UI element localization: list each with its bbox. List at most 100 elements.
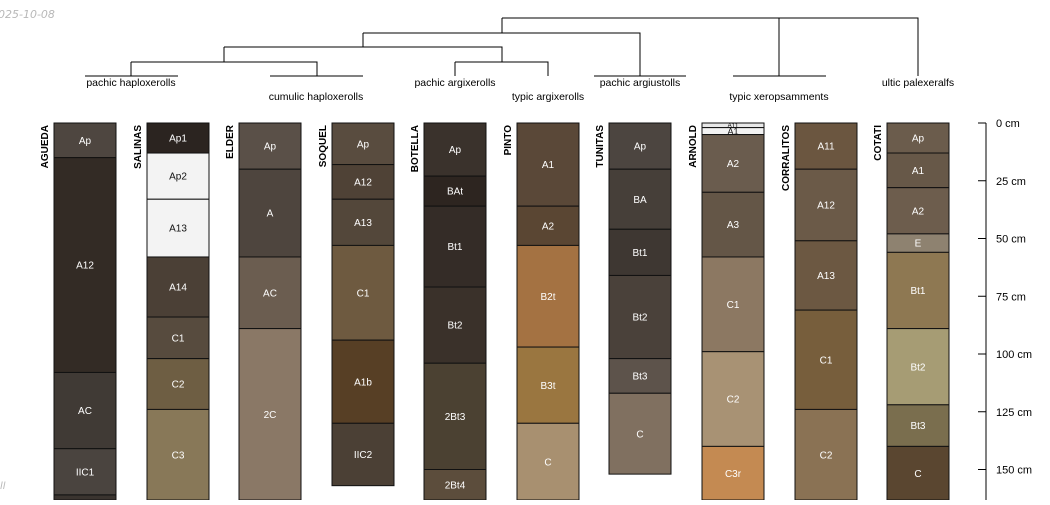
horizon-label: A1	[727, 126, 738, 136]
horizon-bat	[423, 175, 487, 207]
horizon-c	[886, 445, 950, 501]
soil-profile-corralitos: CORRALITOS A11 A12 A13 C1 C2	[781, 122, 858, 501]
soil-profile-cotati: COTATI Ap A1 A2 E Bt1 Bt2 Bt3 C	[873, 122, 950, 501]
horizon-label: A13	[817, 271, 835, 282]
horizon-a13	[331, 198, 395, 246]
horizon-ap2	[146, 152, 210, 200]
horizon-label: C2	[727, 395, 740, 406]
horizon-label: A	[267, 209, 274, 220]
horizon-label: Ap	[634, 142, 647, 153]
taxonomic-labels: pachic haploxerolls cumulic haploxerolls p…	[86, 77, 954, 103]
profile-name: COTATI	[873, 125, 884, 161]
depth-tick-label: 150 cm	[996, 465, 1032, 477]
horizon-b2t	[516, 244, 580, 348]
soil-profile-pinto: PINTO A1 A2 B2t B3t C	[503, 122, 580, 501]
horizon-label: A13	[354, 218, 372, 229]
horizon-label: 2C	[264, 410, 277, 421]
horizon-label: Ap	[449, 145, 462, 156]
horizon-label: C	[914, 469, 921, 480]
horizon-bt1	[886, 251, 950, 330]
horizon-a1	[516, 122, 580, 207]
taxon-label-pachic-argiustolls: pachic argiustolls	[600, 77, 681, 89]
profile-name: TUNITAS	[595, 125, 606, 168]
taxon-label-typic-xeropsamments: typic xeropsamments	[729, 91, 828, 103]
horizon-ap1	[146, 122, 210, 154]
horizon-label: A12	[76, 261, 94, 272]
soil-profile-soquel: SOQUEL Ap A12 A13 C1 A1b IIC2	[318, 122, 395, 487]
horizon-label: BAt	[447, 187, 463, 198]
horizon-iic2	[331, 422, 395, 487]
horizon-c	[516, 422, 580, 501]
horizon-c1	[701, 256, 765, 353]
horizon-a	[238, 168, 302, 258]
horizon-b3t	[516, 346, 580, 424]
horizon-ap	[331, 122, 395, 166]
dendrogram-branch	[502, 17, 919, 76]
horizon-label: A2	[727, 159, 740, 170]
profile-name: PINTO	[503, 125, 514, 156]
taxon-label-typic-argixerolls: typic argixerolls	[512, 91, 584, 103]
horizon-unlabeled	[53, 494, 117, 501]
horizon-c1	[794, 309, 858, 410]
dendrogram-branch	[223, 46, 503, 62]
horizon-c2	[146, 358, 210, 410]
horizon-label: C1	[727, 300, 740, 311]
horizon-ac	[53, 371, 117, 450]
horizon-ba	[608, 168, 672, 230]
profile-name: SOQUEL	[318, 125, 329, 167]
horizon-ac	[238, 256, 302, 330]
horizon-label: Bt2	[910, 362, 925, 373]
soil-profile-tunitas: TUNITAS Ap BA Bt1 Bt2 Bt3 C	[595, 122, 672, 475]
horizon-a1	[886, 152, 950, 189]
depth-tick-label: 25 cm	[996, 176, 1026, 188]
horizon-a12	[794, 168, 858, 242]
soil-profile-elder: ELDER Ap A AC 2C	[225, 122, 302, 501]
profile-name: CORRALITOS	[781, 125, 792, 191]
profile-name: ELDER	[225, 124, 236, 159]
horizon-label: Ap	[912, 134, 925, 145]
horizon-label: A2	[912, 206, 925, 217]
horizon-label: 2Bt4	[445, 480, 466, 491]
horizon-label: E	[915, 239, 922, 250]
horizon-label: A11	[727, 123, 738, 130]
horizon-c2	[794, 408, 858, 501]
dendrogram	[85, 17, 919, 77]
horizon-label: B2t	[540, 292, 555, 303]
horizon-a2	[886, 187, 950, 235]
dendrogram-branch	[130, 61, 318, 76]
horizon-label: Ap1	[169, 134, 187, 145]
taxon-label-pachic-haploxerolls: pachic haploxerolls	[86, 77, 175, 89]
depth-axis: 0 cm 25 cm 50 cm 75 cm 100 cm 125 cm 150 cm	[978, 118, 1032, 500]
horizon-a11	[794, 122, 858, 170]
horizon-label: A11	[817, 142, 834, 153]
horizon-a12	[53, 157, 117, 373]
horizon-label: A1	[912, 166, 925, 177]
soil-profile-salinas: SALINAS Ap1 Ap2 A13 A14 C1 C2 C3	[133, 122, 210, 501]
horizon-a13	[146, 198, 210, 258]
horizon-label: A2	[542, 221, 555, 232]
horizon-label: C2	[820, 450, 833, 461]
horizon-label: Bt1	[447, 242, 462, 253]
horizon-label: 2Bt3	[445, 412, 466, 423]
horizon-iic1	[53, 448, 117, 496]
dendrogram-branch	[454, 61, 549, 76]
horizon-2c	[238, 328, 302, 501]
horizon-label: A14	[169, 283, 187, 294]
horizon-label: B3t	[540, 381, 555, 392]
horizon-a14	[146, 256, 210, 318]
horizon-label: Bt3	[910, 421, 925, 432]
depth-tick-label: 125 cm	[996, 407, 1032, 419]
horizon-label: A1	[542, 160, 555, 171]
horizon-label: Ap2	[169, 172, 187, 183]
horizon-bt2	[608, 274, 672, 360]
horizon-label: IIC2	[354, 450, 373, 461]
horizon-c3	[146, 408, 210, 501]
horizon-label: BA	[633, 195, 647, 206]
horizon-ap	[608, 122, 672, 170]
depth-tick-label: 75 cm	[996, 291, 1026, 303]
depth-tick-label: 50 cm	[996, 234, 1026, 246]
horizon-label: Bt1	[632, 248, 647, 259]
profile-name: BOTELLA	[410, 125, 421, 172]
